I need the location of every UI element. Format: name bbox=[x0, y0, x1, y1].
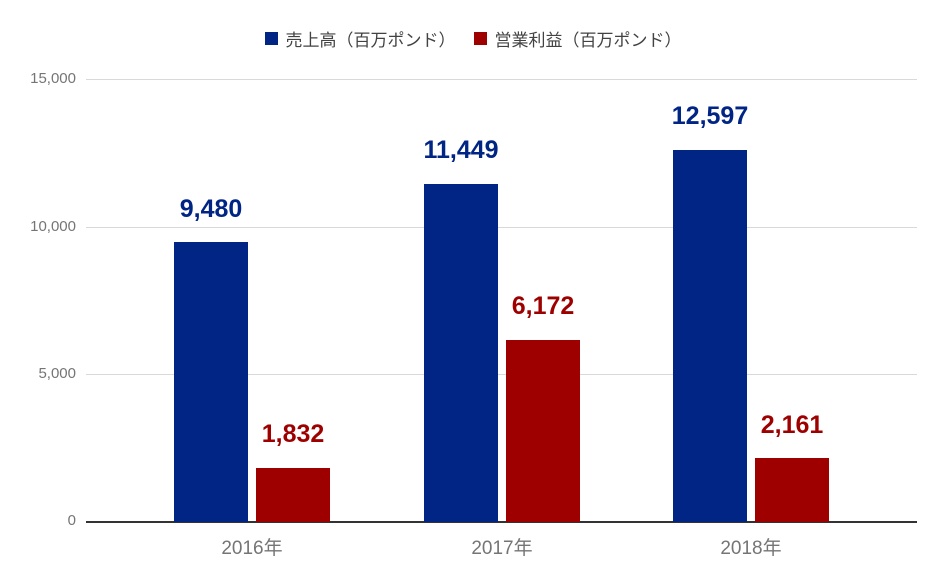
value-label-revenue-2018: 12,597 bbox=[671, 102, 749, 131]
gridline-5000 bbox=[86, 374, 917, 376]
x-axis-label-2016: 2016年 bbox=[221, 538, 283, 559]
value-label-operating-profit-2018: 2,161 bbox=[760, 410, 824, 439]
gridline-10000 bbox=[86, 226, 917, 228]
gridline-15000 bbox=[86, 79, 917, 80]
value-label-revenue-2017: 11,449 bbox=[423, 136, 499, 165]
chart-legend: 売上高（百万ポンド） 営業利益（百万ポンド） bbox=[0, 26, 946, 51]
x-axis-label-2017: 2017年 bbox=[471, 538, 533, 559]
bar-revenue-2017[interactable]: 11,449 bbox=[423, 137, 499, 522]
legend-item-revenue[interactable]: 売上高（百万ポンド） bbox=[264, 26, 456, 51]
bar-group-2018: 12,597 2,161 2018年 bbox=[666, 79, 836, 559]
bar-revenue-2016[interactable]: 9,480 bbox=[174, 195, 248, 522]
legend-label-operating-profit: 営業利益（百万ポンド） bbox=[494, 31, 682, 50]
operating-profit-swatch-icon bbox=[473, 32, 487, 45]
y-tick-15000: 15,000 bbox=[30, 70, 76, 87]
bar-group-2016: 9,480 1,832 2016年 bbox=[167, 79, 337, 559]
bar-revenue-2018[interactable]: 12,597 bbox=[672, 103, 748, 522]
x-axis-label-2018: 2018年 bbox=[720, 538, 782, 559]
plot-area: 9,480 1,832 2016年 11,449 6,172 2017年 12,… bbox=[86, 79, 917, 559]
bar-operating-profit-2017[interactable]: 6,172 bbox=[506, 293, 580, 522]
y-tick-10000: 10,000 bbox=[30, 218, 76, 235]
bar-group-2017: 11,449 6,172 2017年 bbox=[417, 79, 587, 559]
value-label-operating-profit-2016: 1,832 bbox=[261, 420, 325, 449]
y-tick-0: 0 bbox=[67, 512, 76, 529]
value-label-revenue-2016: 9,480 bbox=[179, 194, 243, 223]
revenue-swatch-icon bbox=[264, 32, 278, 45]
x-axis-line bbox=[86, 521, 917, 523]
bar-operating-profit-2018[interactable]: 2,161 bbox=[755, 411, 829, 522]
y-tick-5000: 5,000 bbox=[38, 365, 76, 382]
value-label-operating-profit-2017: 6,172 bbox=[511, 292, 575, 321]
legend-label-revenue: 売上高（百万ポンド） bbox=[285, 31, 456, 50]
legend-item-operating-profit[interactable]: 営業利益（百万ポンド） bbox=[473, 26, 682, 51]
bar-operating-profit-2016[interactable]: 1,832 bbox=[256, 421, 330, 522]
